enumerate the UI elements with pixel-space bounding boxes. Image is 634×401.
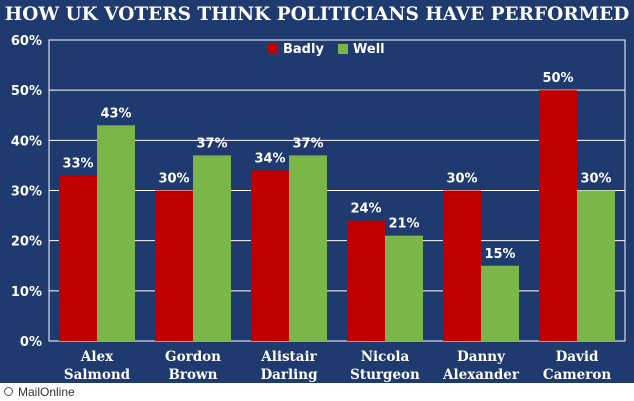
bar-well-2 — [289, 155, 327, 341]
bar-well-4 — [481, 265, 519, 341]
x-category-label-4-1: Alexander — [442, 367, 520, 383]
bar-well-0 — [97, 125, 135, 342]
bar-badly-1 — [155, 190, 193, 341]
chart-title: HOW UK VOTERS THINK POLITICIANS HAVE PER… — [4, 4, 630, 25]
x-category-label-2-1: Darling — [260, 367, 318, 383]
x-category-label-1-1: Brown — [169, 367, 218, 383]
bar-well-5 — [577, 190, 615, 341]
data-label-well-0: 43% — [100, 106, 131, 121]
x-category-label-5-0: David — [556, 349, 599, 365]
x-category-label-2-0: Alistair — [260, 349, 317, 365]
bar-badly-4 — [443, 190, 481, 341]
y-tick-label-0: 0% — [20, 335, 42, 350]
x-category-label-0-0: Alex — [80, 349, 114, 365]
source-label: MailOnline — [18, 385, 75, 399]
data-label-badly-1: 30% — [158, 172, 189, 187]
bar-badly-2 — [251, 170, 289, 341]
legend-swatch-badly — [268, 44, 278, 54]
bar-badly-3 — [347, 220, 385, 341]
data-label-badly-5: 50% — [542, 71, 573, 86]
legend-label-badly: Badly — [283, 42, 324, 57]
x-category-label-1-0: Gordon — [165, 349, 221, 365]
y-tick-label-50: 50% — [11, 84, 42, 99]
bar-well-1 — [193, 155, 231, 341]
bar-well-3 — [385, 235, 423, 341]
x-category-label-0-1: Salmond — [64, 367, 131, 383]
bar-chart: 0% 10% 20% 30% 40% 50% 60% 33% 43% Alex Salmond 30%… — [11, 34, 626, 383]
data-label-badly-2: 34% — [254, 151, 285, 166]
data-label-badly-3: 24% — [350, 202, 381, 217]
x-category-label-3-0: Nicola — [361, 349, 410, 365]
data-label-well-2: 37% — [292, 136, 323, 151]
mailonline-logo-icon — [4, 387, 13, 396]
data-label-well-1: 37% — [196, 136, 227, 151]
legend-label-well: Well — [353, 42, 385, 57]
bar-badly-0 — [59, 175, 97, 341]
x-category-label-5-1: Cameron — [543, 367, 611, 383]
data-label-well-4: 15% — [484, 247, 515, 262]
footer-bar: MailOnline — [0, 383, 634, 401]
data-label-badly-4: 30% — [446, 172, 477, 187]
y-tick-label-10: 10% — [11, 285, 42, 300]
data-label-well-3: 21% — [388, 217, 419, 232]
y-tick-label-40: 40% — [11, 134, 42, 149]
data-label-well-5: 30% — [580, 172, 611, 187]
bar-badly-5 — [539, 90, 577, 342]
y-tick-label-30: 30% — [11, 185, 42, 200]
y-tick-label-60: 60% — [11, 34, 42, 49]
y-tick-label-20: 20% — [11, 235, 42, 250]
x-category-label-3-1: Sturgeon — [350, 367, 420, 383]
legend-swatch-well — [338, 44, 348, 54]
x-category-label-4-0: Danny — [457, 349, 506, 365]
data-label-badly-0: 33% — [62, 156, 93, 171]
